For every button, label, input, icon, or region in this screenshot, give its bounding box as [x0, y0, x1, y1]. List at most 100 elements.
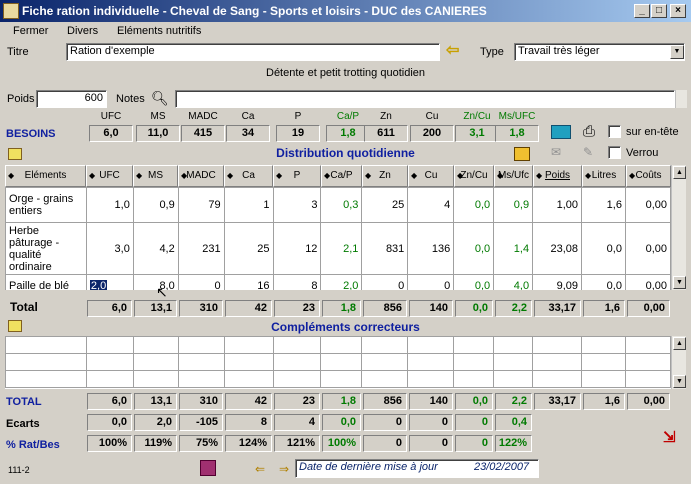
cell-ca-p[interactable]: 0,3 [320, 187, 363, 223]
column-header-7[interactable]: ◆ Ca/P [321, 165, 362, 187]
cell-poids[interactable]: 23,08 [532, 222, 583, 275]
column-header-9[interactable]: ◆ Cu [408, 165, 454, 187]
cell-ms-ufc[interactable]: 1,4 [493, 222, 534, 275]
magnifier-icon[interactable]: 🔍︎ [151, 90, 169, 106]
element-name[interactable]: Orge - grains entiers [5, 187, 87, 223]
complements-scrollbar[interactable]: ▲ ▼ [671, 336, 686, 389]
arrow-right-small-icon[interactable]: ⇒ [279, 462, 290, 476]
empty-cell[interactable] [177, 336, 225, 354]
empty-cell[interactable] [624, 370, 671, 388]
cell-coûts[interactable]: 0,00 [624, 222, 671, 275]
empty-cell[interactable] [320, 336, 363, 354]
table-row[interactable]: Orge - grains entiers 1,0 0,9 79 1 3 0,3 25 4 0,0… [5, 187, 671, 223]
column-header-8[interactable]: ◆ Zn [362, 165, 408, 187]
empty-cell[interactable] [223, 370, 274, 388]
scroll-down-icon[interactable]: ▼ [673, 276, 686, 289]
table-row[interactable] [5, 353, 671, 371]
empty-cell[interactable] [624, 336, 671, 354]
menu-fermer[interactable]: Fermer [13, 25, 49, 37]
element-name[interactable]: Paille de blé [5, 274, 87, 290]
empty-cell[interactable] [532, 370, 583, 388]
column-header-11[interactable]: ◆ Ms/Ufc [494, 165, 533, 187]
cell-cu[interactable]: 0 [407, 274, 455, 290]
empty-cell[interactable] [320, 353, 363, 371]
printer-icon[interactable]: ⎙ [583, 123, 596, 140]
verrou-checkbox[interactable] [608, 146, 621, 159]
cell-madc[interactable]: 0 [177, 274, 225, 290]
empty-cell[interactable] [85, 336, 134, 354]
chevron-down-icon[interactable]: ▼ [670, 45, 684, 59]
eraser-icon[interactable]: ✎ [583, 145, 594, 159]
cell-madc[interactable]: 231 [177, 222, 225, 275]
empty-cell[interactable] [453, 353, 495, 371]
empty-cell[interactable] [132, 370, 179, 388]
type-select[interactable]: Travail très léger [514, 43, 685, 61]
empty-cell[interactable] [407, 353, 455, 371]
cell-litres[interactable]: 0,0 [581, 274, 626, 290]
menu-elements-nutritifs[interactable]: Eléments nutritifs [117, 25, 202, 37]
envelope-icon[interactable]: ✉ [551, 145, 562, 159]
cell-ufc[interactable]: 2,0 [85, 274, 134, 290]
column-header-5[interactable]: ◆ Ca [224, 165, 273, 187]
empty-cell[interactable] [624, 353, 671, 371]
empty-cell[interactable] [5, 336, 87, 354]
empty-cell[interactable] [493, 370, 534, 388]
empty-cell[interactable] [177, 353, 225, 371]
empty-cell[interactable] [85, 353, 134, 371]
empty-cell[interactable] [493, 353, 534, 371]
cell-zn[interactable]: 0 [361, 274, 409, 290]
cell-ca-p[interactable]: 2,0 [320, 274, 363, 290]
sur-entete-checkbox[interactable] [608, 125, 621, 138]
column-header-13[interactable]: ◆ Litres [582, 165, 626, 187]
cell-cu[interactable]: 4 [407, 187, 455, 223]
empty-cell[interactable] [361, 370, 409, 388]
empty-cell[interactable] [532, 353, 583, 371]
column-header-14[interactable]: ◆ Coûts [626, 165, 671, 187]
cell-coûts[interactable]: 0,00 [624, 274, 671, 290]
cell-poids[interactable]: 9,09 [532, 274, 583, 290]
empty-cell[interactable] [132, 353, 179, 371]
empty-cell[interactable] [361, 336, 409, 354]
empty-cell[interactable] [581, 353, 626, 371]
cell-p[interactable]: 3 [272, 187, 322, 223]
arrow-left-small-icon[interactable]: ⇐ [255, 462, 266, 476]
cell-zn[interactable]: 831 [361, 222, 409, 275]
money-icon[interactable] [8, 148, 22, 160]
table-row[interactable] [5, 370, 671, 388]
money-icon-complements[interactable] [8, 320, 22, 332]
cell-ufc[interactable]: 1,0 [85, 187, 134, 223]
column-header-6[interactable]: ◆ P [273, 165, 321, 187]
menu-divers[interactable]: Divers [67, 25, 99, 37]
cell-ca-p[interactable]: 2,1 [320, 222, 363, 275]
complements-scroll-down-icon[interactable]: ▼ [673, 375, 686, 388]
empty-cell[interactable] [85, 370, 134, 388]
cell-p[interactable]: 8 [272, 274, 322, 290]
cell-p[interactable]: 12 [272, 222, 322, 275]
empty-cell[interactable] [5, 353, 87, 371]
empty-cell[interactable] [5, 370, 87, 388]
table-row[interactable]: Paille de blé 2,0 8,0 0 16 8 2,0 0 0 0,0 4,0 9,09 0,… [5, 274, 671, 290]
empty-cell[interactable] [132, 336, 179, 354]
poids-input[interactable]: 600 [36, 90, 107, 108]
cell-poids[interactable]: 1,00 [532, 187, 583, 223]
book-icon[interactable] [200, 460, 216, 476]
cell-ca[interactable]: 25 [223, 222, 274, 275]
cell-litres[interactable]: 1,6 [581, 187, 626, 223]
column-header-2[interactable]: ◆ UFC [86, 165, 133, 187]
empty-cell[interactable] [581, 370, 626, 388]
cell-madc[interactable]: 79 [177, 187, 225, 223]
chart-icon[interactable] [514, 147, 530, 161]
element-name[interactable]: Herbe pâturage - qualité ordinaire [5, 222, 87, 275]
empty-cell[interactable] [272, 336, 322, 354]
column-header-12[interactable]: ◆ Poids [533, 165, 582, 187]
table-row[interactable] [5, 336, 671, 354]
empty-cell[interactable] [407, 336, 455, 354]
cell-cu[interactable]: 136 [407, 222, 455, 275]
cell-ca[interactable]: 16 [223, 274, 274, 290]
empty-cell[interactable] [223, 336, 274, 354]
empty-cell[interactable] [581, 336, 626, 354]
distribution-grid[interactable]: Orge - grains entiers 1,0 0,9 79 1 3 0,3 25 4 0,0… [5, 187, 671, 290]
minimize-button[interactable]: _ [634, 4, 650, 18]
cell-ms-ufc[interactable]: 0,9 [493, 187, 534, 223]
cell-ms-ufc[interactable]: 4,0 [493, 274, 534, 290]
